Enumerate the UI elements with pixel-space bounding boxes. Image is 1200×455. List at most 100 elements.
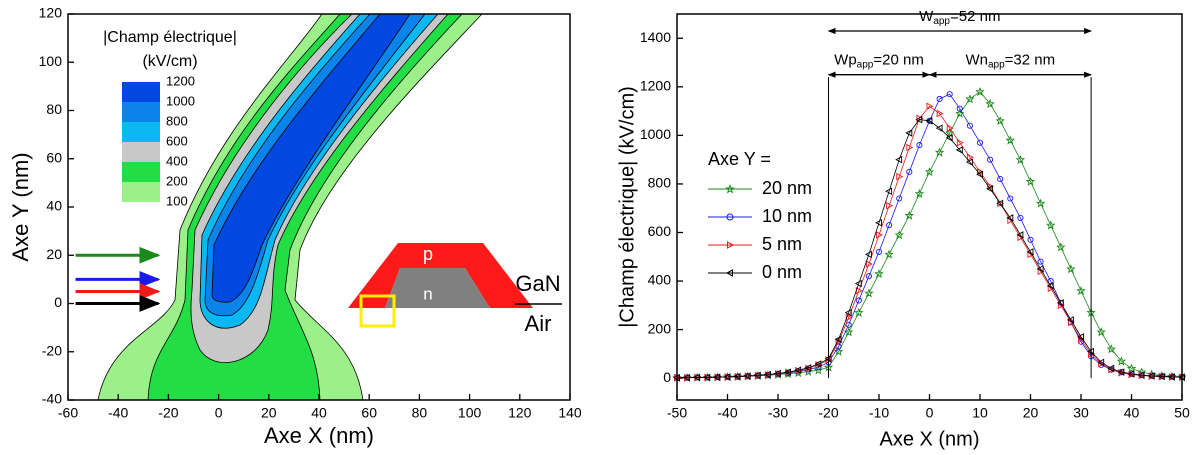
point	[1015, 154, 1026, 165]
point	[1016, 231, 1024, 239]
point	[1046, 282, 1054, 290]
y-tick-label: 0	[663, 369, 671, 385]
y-tick-label: 1000	[640, 126, 671, 142]
y-tick-label: 400	[648, 272, 672, 288]
point	[915, 115, 923, 124]
legend-marker	[725, 184, 735, 194]
legend-marker	[727, 241, 735, 249]
annotation-label: Wp	[834, 52, 857, 69]
legend-label: 1200	[166, 73, 195, 88]
point	[965, 158, 973, 166]
point	[1106, 344, 1116, 354]
point	[976, 170, 983, 178]
x-tick-label: 50	[1174, 405, 1190, 421]
point	[965, 94, 975, 104]
point	[1127, 370, 1135, 378]
plot-frame	[676, 13, 1183, 401]
point	[814, 360, 822, 368]
x-tick-label: -20	[158, 405, 178, 421]
width-annotation: Wpapp=20 nm	[834, 52, 924, 71]
inset-box	[359, 294, 396, 328]
point	[865, 273, 872, 280]
inset-p	[348, 243, 533, 308]
point	[987, 156, 994, 163]
legend-title: Axe Y =	[708, 149, 771, 169]
legend-swatch	[122, 182, 160, 202]
x-tick-label: 20	[1023, 405, 1039, 421]
point	[1126, 363, 1137, 373]
annotation-label: W	[919, 8, 934, 25]
annotation-text: =20 nm	[873, 52, 923, 69]
y-tick-label: -40	[42, 391, 62, 407]
point	[1097, 358, 1105, 367]
point	[864, 250, 872, 259]
point	[1035, 198, 1046, 208]
x-tick-label: 0	[215, 405, 223, 421]
point	[804, 363, 812, 372]
x-tick-label: 20	[261, 405, 277, 421]
point	[763, 370, 771, 379]
width-annotation: Wapp=52 nm	[919, 8, 1000, 27]
point	[995, 116, 1005, 126]
point	[813, 365, 824, 375]
x-tick-label: -40	[717, 405, 737, 421]
point	[886, 222, 893, 229]
point	[1046, 220, 1056, 230]
inset-label: p	[423, 244, 433, 264]
point	[743, 372, 751, 380]
x-tick-label: 100	[458, 405, 482, 421]
legend-label: 600	[166, 133, 188, 148]
series-line	[677, 93, 1183, 379]
legend-title: (kV/cm)	[142, 53, 197, 70]
point	[1066, 264, 1076, 274]
point	[896, 172, 904, 181]
x-tick-label: -40	[108, 405, 128, 421]
point	[1007, 195, 1014, 202]
point	[875, 248, 883, 255]
point	[956, 138, 964, 147]
point	[854, 279, 862, 288]
legend-swatch	[122, 82, 160, 102]
point	[1076, 286, 1086, 296]
legend-marker	[725, 269, 733, 277]
point	[986, 185, 994, 193]
x-tick-label: 10	[972, 405, 988, 421]
point	[1056, 299, 1064, 307]
point	[1077, 333, 1084, 341]
point	[946, 91, 953, 98]
x-tick-label: 0	[926, 405, 934, 421]
point	[976, 139, 984, 146]
width-annotation: Wnapp=32 nm	[965, 52, 1055, 71]
point	[703, 373, 711, 382]
point	[956, 105, 963, 112]
line-panel: -50 -40 -30 -20 -10 0 10 20 30 40 50 0 200 400 600 800 1…	[616, 8, 1190, 450]
point	[896, 195, 903, 202]
y-tick-label: 200	[648, 320, 672, 336]
x-tick-label: 40	[1124, 405, 1140, 421]
point	[855, 297, 862, 304]
inset-n	[385, 268, 490, 308]
point	[904, 210, 914, 220]
point	[997, 176, 1004, 183]
point	[1096, 327, 1106, 337]
legend-label: 1000	[166, 93, 195, 108]
point	[794, 366, 802, 374]
point	[1167, 373, 1175, 381]
x-tick-label: -60	[58, 405, 78, 421]
point	[924, 167, 935, 177]
y-tick-label: 100	[39, 53, 63, 69]
point	[934, 147, 945, 157]
point	[996, 199, 1004, 208]
point	[875, 219, 882, 227]
point	[955, 146, 963, 154]
point	[1027, 236, 1034, 243]
point	[845, 313, 853, 322]
x-tick-label: -30	[768, 405, 788, 421]
y-tick-label: 60	[46, 149, 62, 165]
legend-label: 5 nm	[762, 234, 802, 254]
point	[905, 129, 913, 137]
y-axis-label: Axe Y (nm)	[8, 152, 33, 261]
point	[864, 288, 874, 298]
legend-marker	[726, 213, 734, 221]
x-tick-label: 30	[1073, 405, 1089, 421]
